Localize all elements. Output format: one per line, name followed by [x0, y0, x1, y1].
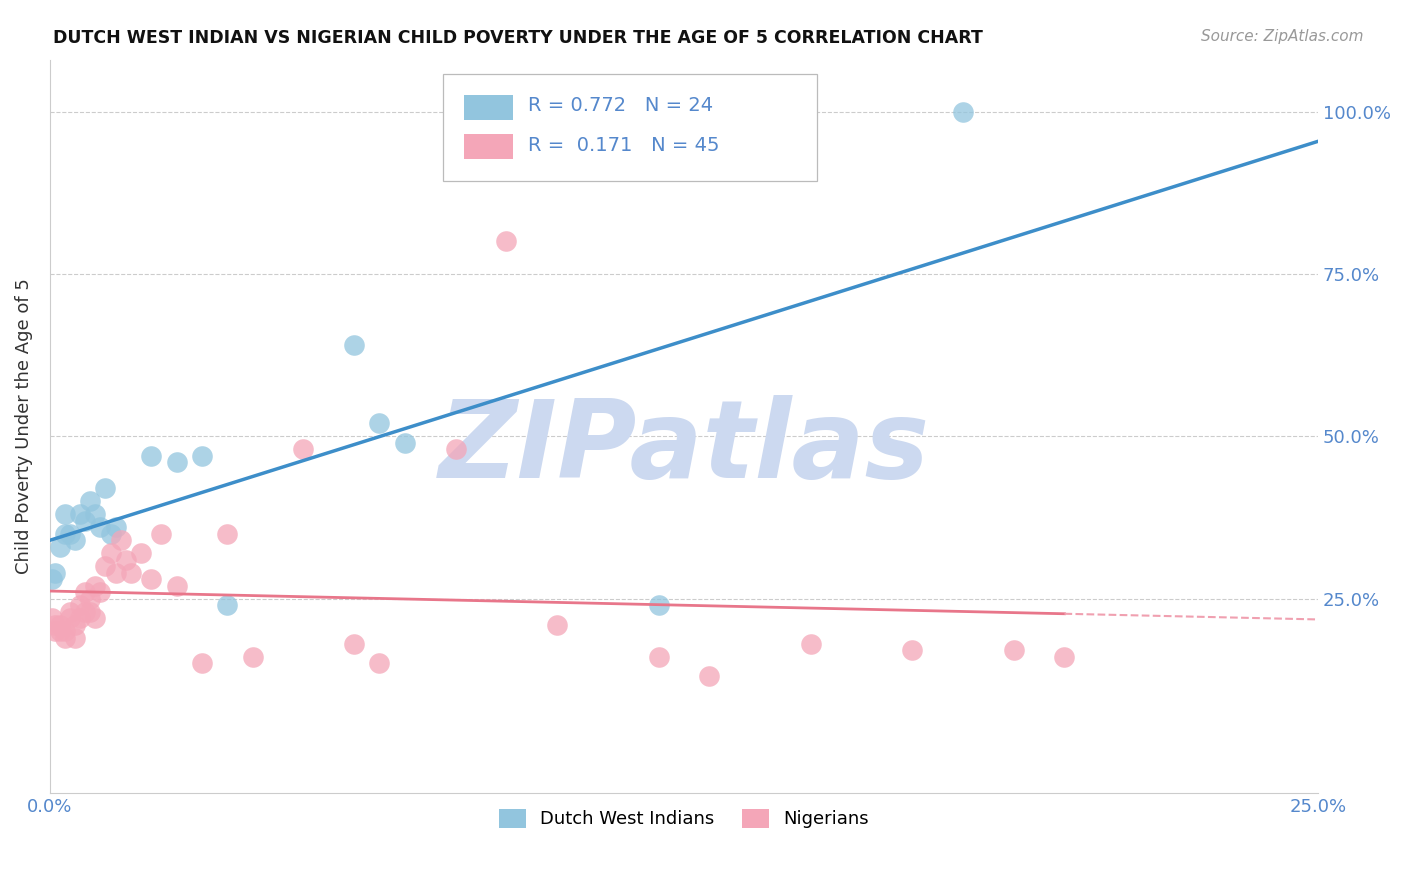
Bar [464, 95, 513, 120]
Point [1053, 650, 1076, 665]
Point [53, 631, 76, 645]
Text: DUTCH WEST INDIAN VS NIGERIAN CHILD POVERTY UNDER THE AGE OF 5 CORRELATION CHART: DUTCH WEST INDIAN VS NIGERIAN CHILD POVE… [53, 29, 983, 46]
Point [129, 546, 152, 560]
Point [242, 650, 264, 665]
Y-axis label: Child Poverty Under the Age of 5: Child Poverty Under the Age of 5 [15, 278, 32, 574]
Point [546, 617, 568, 632]
Point [63, 533, 86, 548]
Point [44, 624, 66, 638]
Point [69, 611, 91, 625]
Point [697, 669, 720, 683]
Point [217, 526, 239, 541]
Point [63, 631, 86, 645]
Point [63, 617, 86, 632]
Point [59, 611, 82, 625]
Point [89, 585, 111, 599]
Point [292, 442, 315, 457]
Point [49, 617, 72, 632]
Text: R =  0.171   N = 45: R = 0.171 N = 45 [527, 136, 720, 155]
Point [647, 650, 669, 665]
Point [191, 449, 214, 463]
Point [69, 507, 91, 521]
Point [75, 585, 97, 599]
Point [495, 235, 517, 249]
Point [84, 507, 107, 521]
Point [53, 624, 76, 638]
Point [41, 611, 63, 625]
Point [166, 578, 188, 592]
Point [84, 611, 107, 625]
Point [94, 559, 117, 574]
Point [75, 605, 97, 619]
Point [53, 507, 76, 521]
Point [59, 605, 82, 619]
Point [150, 526, 173, 541]
Point [104, 566, 127, 580]
Point [647, 598, 669, 612]
Point [1002, 643, 1025, 657]
Point [49, 624, 72, 638]
Legend: Dutch West Indians, Nigerians: Dutch West Indians, Nigerians [492, 802, 876, 836]
Point [44, 566, 66, 580]
Bar [464, 135, 513, 160]
Point [49, 540, 72, 554]
Point [444, 442, 467, 457]
Point [394, 435, 416, 450]
Point [901, 643, 924, 657]
Text: Source: ZipAtlas.com: Source: ZipAtlas.com [1201, 29, 1364, 44]
Point [41, 572, 63, 586]
Point [79, 591, 101, 606]
Point [100, 526, 122, 541]
Point [217, 598, 239, 612]
Point [800, 637, 823, 651]
Point [75, 514, 97, 528]
Point [84, 578, 107, 592]
Point [100, 546, 122, 560]
Point [368, 657, 391, 671]
FancyBboxPatch shape [443, 74, 817, 181]
Point [79, 605, 101, 619]
Point [59, 526, 82, 541]
Point [79, 494, 101, 508]
Point [343, 637, 366, 651]
Point [343, 338, 366, 352]
Point [139, 572, 162, 586]
Point [110, 533, 132, 548]
Point [120, 566, 142, 580]
Point [89, 520, 111, 534]
Point [94, 481, 117, 495]
Point [114, 552, 136, 566]
Point [952, 104, 974, 119]
Point [104, 520, 127, 534]
Point [191, 657, 214, 671]
Text: R = 0.772   N = 24: R = 0.772 N = 24 [527, 96, 713, 115]
Text: ZIPatlas: ZIPatlas [439, 395, 929, 501]
Point [166, 455, 188, 469]
Point [368, 416, 391, 430]
Point [53, 526, 76, 541]
Point [139, 449, 162, 463]
Point [69, 598, 91, 612]
Point [44, 617, 66, 632]
